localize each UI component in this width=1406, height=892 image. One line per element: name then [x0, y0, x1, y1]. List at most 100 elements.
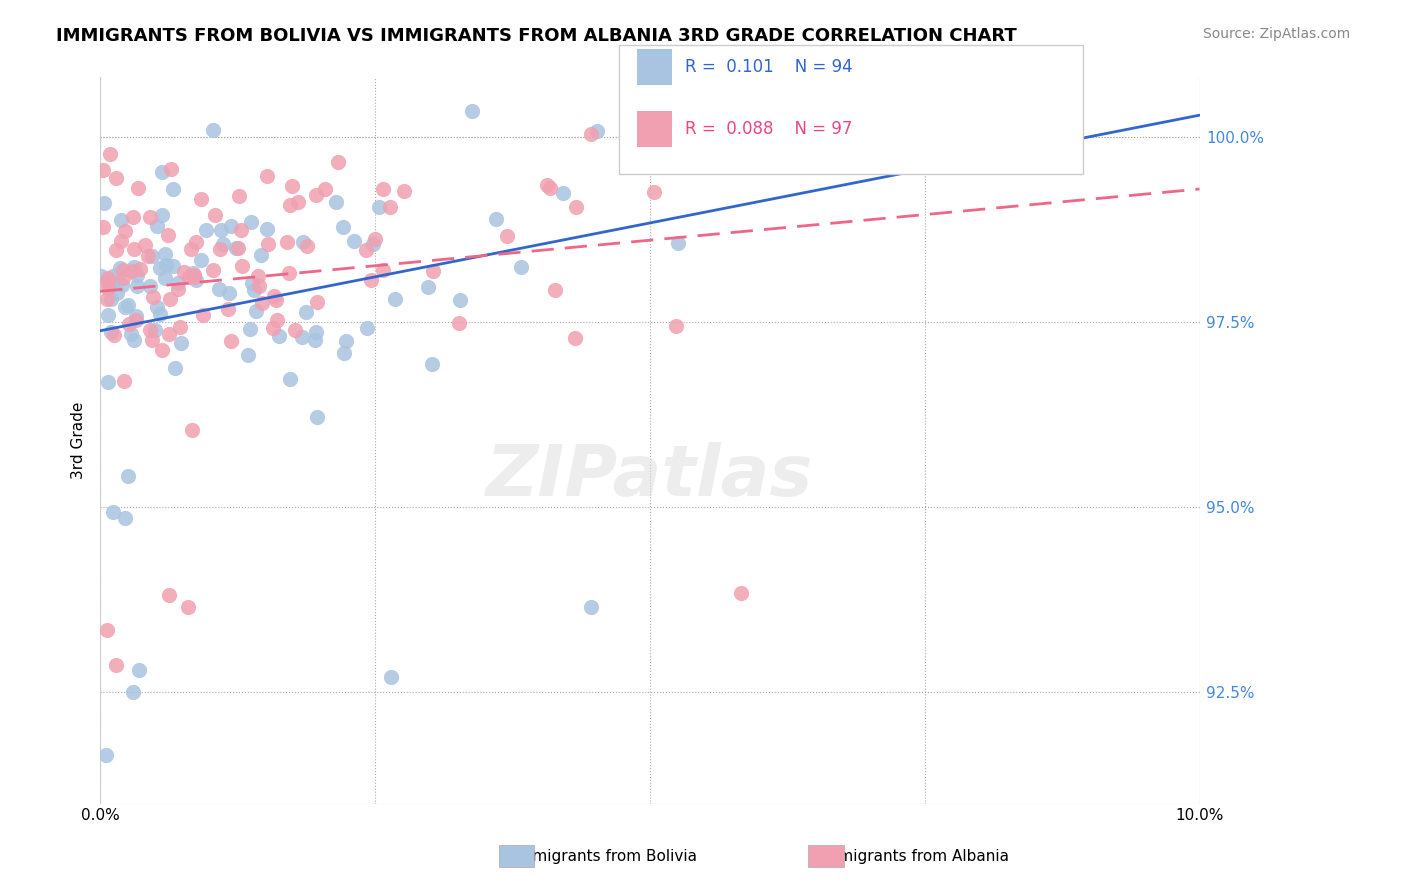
Point — [141, 333, 163, 347]
Point — [217, 301, 239, 316]
Point — [654, 105, 676, 120]
Point — [305, 326, 328, 340]
Point — [292, 235, 315, 250]
Point — [236, 348, 259, 362]
Point — [219, 219, 242, 234]
Point — [97, 375, 120, 389]
Point — [150, 165, 173, 179]
Point — [420, 357, 443, 371]
Point — [225, 241, 247, 255]
Point — [333, 346, 356, 360]
Point — [304, 333, 326, 347]
Point — [364, 232, 387, 246]
Point — [256, 236, 278, 251]
Point — [159, 293, 181, 307]
Point — [91, 162, 114, 177]
Point — [201, 122, 224, 136]
Point — [103, 327, 125, 342]
Point — [226, 241, 249, 255]
Point — [202, 263, 225, 277]
Text: R =  0.101    N = 94: R = 0.101 N = 94 — [685, 58, 852, 76]
Text: ZIPatlas: ZIPatlas — [486, 442, 814, 511]
Point — [665, 122, 688, 136]
Point — [356, 320, 378, 334]
Point — [111, 262, 134, 277]
Point — [139, 323, 162, 337]
Point — [105, 658, 128, 673]
Point — [361, 236, 384, 251]
Point — [643, 185, 665, 199]
Point — [100, 325, 122, 339]
Point — [250, 248, 273, 262]
Point — [326, 154, 349, 169]
Point — [307, 294, 329, 309]
Point — [138, 279, 160, 293]
Point — [153, 271, 176, 285]
Point — [97, 280, 120, 294]
Point — [243, 284, 266, 298]
Point — [149, 260, 172, 275]
Point — [128, 663, 150, 677]
Point — [295, 304, 318, 318]
Point — [94, 747, 117, 762]
Point — [551, 186, 574, 201]
Point — [229, 223, 252, 237]
Point — [110, 234, 132, 248]
Point — [157, 588, 180, 602]
Point — [380, 670, 402, 684]
Point — [96, 275, 118, 289]
Point — [110, 260, 132, 275]
Point — [142, 290, 165, 304]
Point — [460, 103, 482, 118]
Point — [538, 180, 561, 194]
Point — [264, 293, 287, 307]
Point — [155, 258, 177, 272]
Point — [98, 147, 121, 161]
Point — [149, 307, 172, 321]
Text: IMMIGRANTS FROM BOLIVIA VS IMMIGRANTS FROM ALBANIA 3RD GRADE CORRELATION CHART: IMMIGRANTS FROM BOLIVIA VS IMMIGRANTS FR… — [56, 27, 1017, 45]
Point — [239, 322, 262, 336]
Point — [90, 268, 112, 283]
Point — [544, 283, 567, 297]
Point — [276, 235, 298, 250]
Point — [157, 327, 180, 342]
Point — [122, 334, 145, 348]
Point — [162, 182, 184, 196]
Y-axis label: 3rd Grade: 3rd Grade — [72, 401, 86, 479]
Point — [730, 586, 752, 600]
Point — [129, 262, 152, 277]
Point — [373, 182, 395, 196]
Point — [204, 208, 226, 222]
Point — [278, 372, 301, 386]
Point — [93, 196, 115, 211]
Point — [485, 212, 508, 227]
Point — [422, 264, 444, 278]
Point — [325, 194, 347, 209]
Point — [263, 289, 285, 303]
Point — [183, 266, 205, 280]
Point — [804, 109, 827, 123]
Point — [245, 304, 267, 318]
Point — [122, 242, 145, 256]
Point — [277, 266, 299, 280]
Point — [231, 259, 253, 273]
Point — [112, 374, 135, 388]
Point — [278, 197, 301, 211]
Point — [150, 343, 173, 357]
Text: Source: ZipAtlas.com: Source: ZipAtlas.com — [1202, 27, 1350, 41]
Point — [114, 224, 136, 238]
Point — [579, 600, 602, 615]
Point — [416, 279, 439, 293]
Point — [218, 285, 240, 300]
Point — [120, 327, 142, 342]
Point — [122, 685, 145, 699]
Point — [127, 180, 149, 194]
Point — [380, 200, 402, 214]
Point — [190, 252, 212, 267]
Point — [449, 317, 471, 331]
Point — [335, 334, 357, 348]
Point — [117, 468, 139, 483]
Point — [136, 249, 159, 263]
Point — [97, 308, 120, 322]
Point — [247, 279, 270, 293]
